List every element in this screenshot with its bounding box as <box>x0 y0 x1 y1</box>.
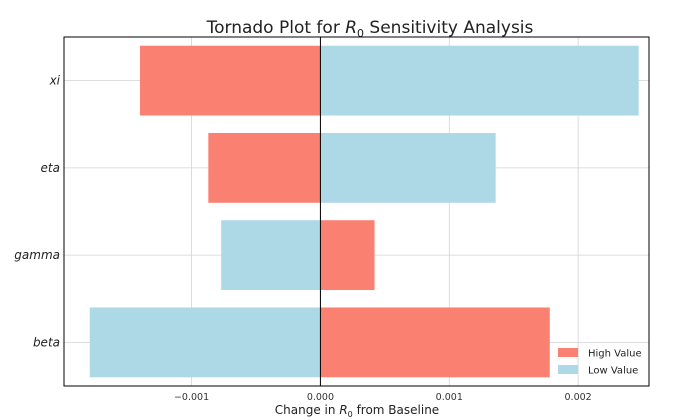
y-tick-label-beta: beta <box>33 335 60 349</box>
bar-low-xi <box>320 45 639 116</box>
y-tick-label-xi: xi <box>49 74 61 88</box>
bar-high-eta <box>208 132 321 203</box>
bar-low-eta <box>320 132 496 203</box>
chart-title: Tornado Plot for R0 Sensitivity Analysis <box>206 18 534 40</box>
legend-label-high: High Value <box>588 349 642 360</box>
bar-low-gamma <box>221 220 321 291</box>
y-tick-label-gamma: gamma <box>14 248 60 262</box>
legend-label-low: Low Value <box>588 366 638 377</box>
bar-low-beta <box>89 307 321 378</box>
x-tick-label: −0.001 <box>174 392 209 403</box>
x-tick-label: 0.002 <box>565 392 592 403</box>
legend: High Value Low Value <box>558 348 642 377</box>
bar-high-gamma <box>320 220 375 291</box>
x-axis-label: Change in R0 from Baseline <box>275 403 439 419</box>
legend-swatch-high <box>558 348 578 357</box>
bar-high-xi <box>140 45 321 116</box>
legend-swatch-low <box>558 365 578 374</box>
x-tick-label: 0.001 <box>436 392 463 403</box>
y-tick-label-eta: eta <box>41 161 60 175</box>
bar-high-beta <box>320 307 550 378</box>
axis-layer: −0.001 0.000 0.001 0.002 xi eta gamma beta <box>14 37 592 403</box>
x-tick-label: 0.000 <box>307 392 334 403</box>
plot-frame <box>63 36 650 387</box>
bars-layer <box>89 45 639 378</box>
